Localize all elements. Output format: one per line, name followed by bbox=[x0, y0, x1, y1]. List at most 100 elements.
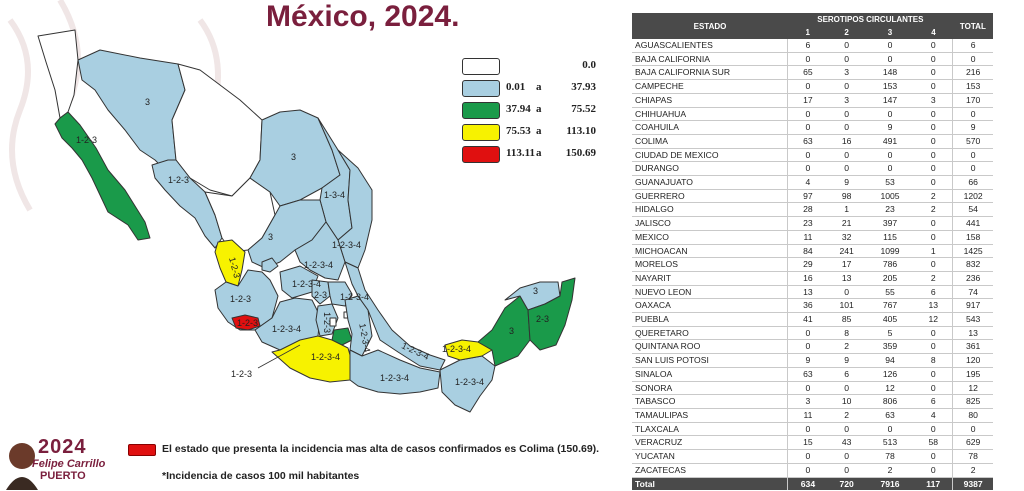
logo-place: PUERTO bbox=[40, 470, 86, 482]
legend-row: 37.94 a 75.52 bbox=[458, 102, 608, 119]
table-row: SAN LUIS POTOSI 9 9 94 8 120 bbox=[632, 353, 993, 368]
cell-serotype-1: 0 bbox=[787, 79, 828, 94]
cell-total: 917 bbox=[952, 298, 993, 314]
cell-serotype-2: 241 bbox=[827, 244, 866, 259]
table-row: SINALOA 63 6 126 0 195 bbox=[632, 367, 993, 382]
legend-from: 75.53 bbox=[506, 125, 531, 137]
cell-serotype-2: 0 bbox=[827, 52, 866, 67]
state-colima bbox=[231, 314, 261, 331]
table-row: TABASCO 3 10 806 6 825 bbox=[632, 394, 993, 409]
label-jalisco: 1-2-3 bbox=[230, 294, 251, 304]
cell-serotype-2: 0 bbox=[827, 422, 866, 437]
cell-serotype-2: 0 bbox=[827, 449, 866, 464]
cell-serotype-1: 97 bbox=[787, 189, 828, 204]
table-row: CIUDAD DE MEXICO 0 0 0 0 0 bbox=[632, 148, 993, 163]
cell-total: 0 bbox=[952, 107, 993, 122]
cell-serotype-4: 13 bbox=[914, 298, 953, 314]
cell-serotype-3: 359 bbox=[865, 339, 915, 355]
table-row: AGUASCALIENTES 6 0 0 0 6 bbox=[632, 39, 993, 53]
legend-to: 0.0 bbox=[582, 59, 596, 71]
cell-serotype-1: 0 bbox=[787, 463, 828, 478]
cell-state: BAJA CALIFORNIA bbox=[632, 52, 788, 67]
cell-serotype-3: 55 bbox=[865, 285, 915, 300]
cell-serotype-3: 1005 bbox=[865, 189, 915, 204]
label-colima: 1-2-3 bbox=[237, 318, 258, 328]
cell-serotype-4: 0 bbox=[914, 175, 953, 190]
cell-serotype-4: 0 bbox=[914, 230, 953, 245]
cell-serotype-4: 0 bbox=[914, 381, 953, 396]
label-quintana-roo: 2-3 bbox=[536, 314, 549, 324]
cell-state: AGUASCALIENTES bbox=[632, 39, 788, 53]
label-guerrero: 1-2-3-4 bbox=[311, 352, 340, 362]
cell-state: COAHUILA bbox=[632, 120, 788, 135]
cell-serotype-2: 0 bbox=[827, 285, 866, 300]
cell-serotype-3: 1099 bbox=[865, 244, 915, 259]
cell-state: ZACATECAS bbox=[632, 463, 788, 478]
table-row: VERACRUZ 15 43 513 58 629 bbox=[632, 435, 993, 451]
colima-callout-line bbox=[257, 344, 301, 369]
cell-serotype-1: 0 bbox=[787, 120, 828, 135]
legend-row: 0.01 a 37.93 bbox=[458, 80, 608, 97]
cell-serotype-4: 0 bbox=[914, 65, 953, 81]
state-baja-california bbox=[37, 29, 79, 119]
cell-serotype-4: 2 bbox=[914, 271, 953, 286]
cell-serotype-2: 0 bbox=[827, 148, 866, 163]
cell-serotype-2: 43 bbox=[827, 435, 866, 451]
cell-serotype-3: 148 bbox=[865, 65, 915, 81]
cell-serotype-4: 3 bbox=[914, 93, 953, 108]
cell-total: 1425 bbox=[952, 244, 993, 259]
cell-serotype-1: 0 bbox=[787, 381, 828, 396]
table-row: QUERETARO 0 8 5 0 13 bbox=[632, 326, 993, 341]
table-row: BAJA CALIFORNIA SUR 65 3 148 0 216 bbox=[632, 65, 993, 81]
cell-serotype-4: 58 bbox=[914, 435, 953, 451]
table-row: CHIHUAHUA 0 0 0 0 0 bbox=[632, 107, 993, 122]
cell-serotype-4: 0 bbox=[914, 52, 953, 67]
cell-state: SONORA bbox=[632, 381, 788, 396]
cell-serotype-1: 0 bbox=[787, 161, 828, 177]
cell-serotype-1: 9 bbox=[787, 353, 828, 368]
cell-state: GUERRERO bbox=[632, 189, 788, 204]
header-serotype-4: 4 bbox=[914, 26, 953, 39]
label-zacatecas: 1-2-3-4 bbox=[304, 260, 333, 270]
cell-serotype-2: 98 bbox=[827, 189, 866, 204]
cell-serotype-1: 11 bbox=[787, 230, 828, 245]
label-yucatan: 3 bbox=[533, 286, 538, 296]
legend-sep: a bbox=[536, 81, 542, 93]
cell-serotype-3: 806 bbox=[865, 394, 915, 409]
legend-swatch bbox=[462, 146, 500, 163]
cell-serotype-4: 0 bbox=[914, 449, 953, 464]
cell-serotype-2: 0 bbox=[827, 79, 866, 94]
cell-serotype-2: 0 bbox=[827, 381, 866, 396]
cell-serotype-3: 405 bbox=[865, 312, 915, 327]
cell-serotype-2: 0 bbox=[827, 107, 866, 122]
legend-sep: a bbox=[536, 147, 542, 159]
cell-state: OAXACA bbox=[632, 298, 788, 314]
cell-total: 9387 bbox=[952, 477, 993, 491]
label-tamaulipas: 1-2-3-4 bbox=[332, 240, 361, 250]
cell-serotype-3: 153 bbox=[865, 79, 915, 94]
cell-serotype-2: 17 bbox=[827, 257, 866, 272]
cell-serotype-1: 84 bbox=[787, 244, 828, 259]
cell-state: COLIMA bbox=[632, 134, 788, 149]
state-quintana-roo bbox=[527, 277, 576, 351]
cell-serotype-1: 0 bbox=[787, 148, 828, 163]
state-queretaro bbox=[311, 279, 331, 305]
cell-serotype-1: 0 bbox=[787, 326, 828, 341]
label-tabasco: 1-2-3-4 bbox=[442, 344, 471, 354]
table-row: OAXACA 36 101 767 13 917 bbox=[632, 298, 993, 314]
label-sonora: 3 bbox=[145, 97, 150, 107]
cell-total: 216 bbox=[952, 65, 993, 81]
cell-serotype-1: 11 bbox=[787, 408, 828, 423]
cell-serotype-4: 0 bbox=[914, 339, 953, 355]
cell-serotype-3: 0 bbox=[865, 148, 915, 163]
cell-serotype-3: 205 bbox=[865, 271, 915, 286]
label-bcs: 1-2-3 bbox=[76, 135, 97, 145]
cell-total: 0 bbox=[952, 161, 993, 177]
cell-serotype-4: 0 bbox=[914, 107, 953, 122]
cell-serotype-1: 15 bbox=[787, 435, 828, 451]
cell-state: QUINTANA ROO bbox=[632, 339, 788, 355]
logo-year: 2024 bbox=[38, 436, 87, 458]
cell-state: TAMAULIPAS bbox=[632, 408, 788, 423]
cell-total: 13 bbox=[952, 326, 993, 341]
cell-serotype-3: 12 bbox=[865, 381, 915, 396]
